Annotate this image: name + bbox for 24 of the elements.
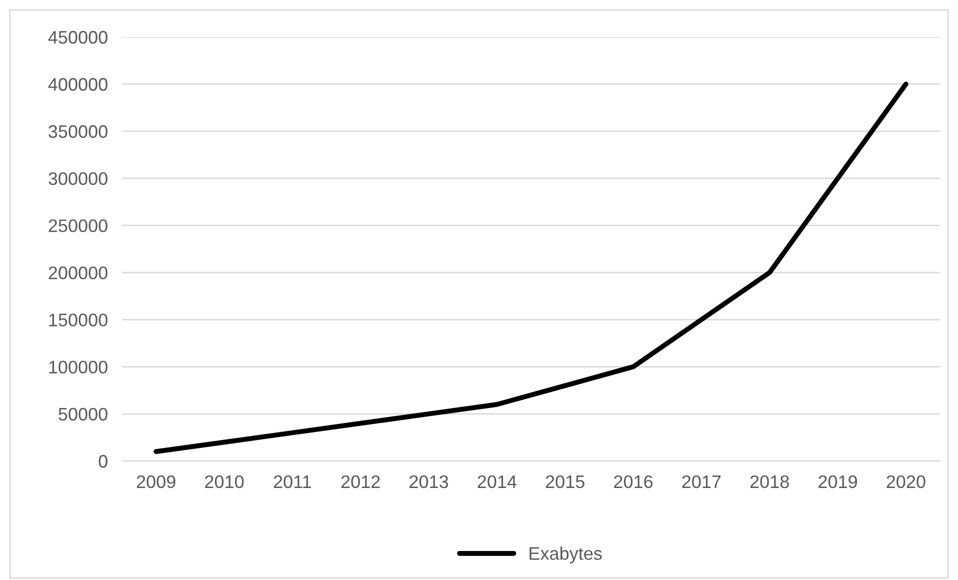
x-tick-label: 2019 xyxy=(818,475,857,488)
x-tick-label: 2016 xyxy=(614,475,653,488)
y-tick-label: 200000 xyxy=(48,266,108,280)
x-tick-label: 2020 xyxy=(886,475,926,488)
y-tick-label: 50000 xyxy=(58,408,108,421)
y-tick-label: 100000 xyxy=(49,360,108,374)
x-tick-label: 2015 xyxy=(546,475,584,488)
x-tick-label: 2014 xyxy=(478,475,516,488)
x-tick-label: 2009 xyxy=(136,475,176,488)
y-tick-label: 250000 xyxy=(48,219,108,232)
x-tick-label: 2013 xyxy=(410,475,448,488)
x-tick-label: 2011 xyxy=(274,475,311,488)
x-tick-label: 2012 xyxy=(341,475,380,488)
x-tick-label: 2017 xyxy=(682,475,721,488)
y-tick-label: 150000 xyxy=(49,314,108,326)
x-tick-label: 2010 xyxy=(205,475,244,488)
legend-label: Exabytes xyxy=(530,546,602,564)
y-tick-label: 450000 xyxy=(48,30,108,44)
line-series xyxy=(154,82,908,454)
y-tick-label: 400000 xyxy=(48,78,108,91)
y-tick-label: 0 xyxy=(98,454,108,468)
x-tick-label: 2018 xyxy=(750,475,789,488)
y-tick-label: 350000 xyxy=(48,125,108,138)
y-tick-label: 300000 xyxy=(48,172,108,186)
